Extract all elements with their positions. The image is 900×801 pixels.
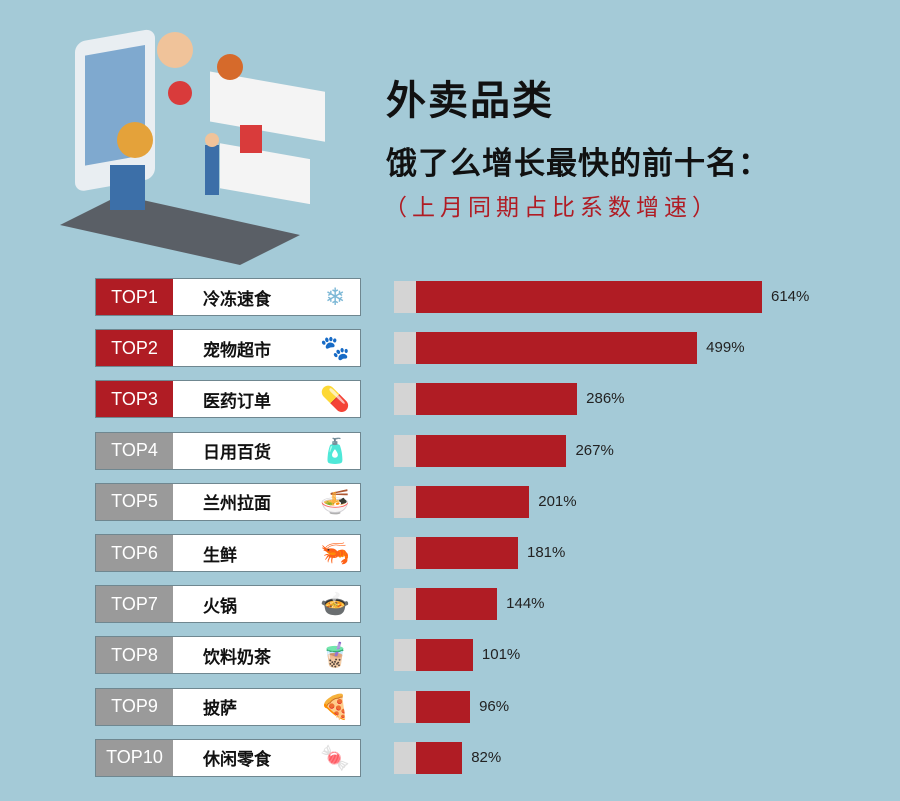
bar [416, 639, 473, 672]
value-label: 96% [479, 697, 510, 715]
shrimp-icon: 🦐 [320, 539, 350, 567]
rank-label: TOP8 [96, 637, 173, 674]
value-label: 286% [586, 390, 625, 408]
bar [416, 383, 578, 416]
snowflake-icon: ❄ [324, 283, 346, 311]
pizza-icon: 🍕 [320, 692, 350, 721]
rank-row: TOP1 冷冻速食 ❄ [95, 278, 361, 316]
bar-stub [394, 537, 416, 569]
value-label: 101% [481, 646, 521, 664]
rank-row: TOP7 火锅 🍲 [95, 585, 361, 624]
rank-label: TOP1 [96, 279, 173, 315]
bar [416, 434, 567, 467]
noodle-bowl-icon: 🍜 [320, 487, 350, 516]
value-label: 201% [538, 492, 577, 510]
rank-label: TOP3 [96, 381, 173, 418]
category-label: 医药订单 [203, 391, 271, 412]
category-label: 宠物超市 [203, 340, 271, 361]
rank-row: TOP3 医药订单 💊 [95, 380, 361, 419]
rank-row: TOP9 披萨 🍕 [95, 687, 361, 726]
category-label: 兰州拉面 [203, 494, 271, 515]
milk-tea-icon: 🧋 [320, 641, 350, 670]
bar [416, 690, 471, 723]
value-label: 267% [575, 441, 614, 459]
bar-stub [394, 383, 416, 416]
rank-label: TOP5 [96, 483, 173, 520]
pill-icon: 💊 [320, 385, 350, 414]
bar-stub [394, 434, 416, 467]
paw-icon: 🐾 [320, 334, 350, 363]
bar [416, 485, 530, 518]
bar [416, 281, 762, 313]
bar-stub [394, 281, 416, 313]
rank-label: TOP4 [96, 432, 173, 469]
toiletries-icon: 🧴 [320, 436, 350, 465]
bar-stub [394, 639, 416, 672]
category-label: 饮料奶茶 [203, 647, 271, 668]
bar-stub [394, 332, 416, 365]
bar [416, 588, 498, 621]
page-subtitle: 饿了么增长最快的前十名： [386, 146, 770, 182]
category-label: 日用百货 [203, 443, 271, 464]
rank-label: TOP7 [96, 586, 173, 623]
bar [416, 741, 463, 774]
rank-row: TOP2 宠物超市 🐾 [95, 329, 361, 368]
delivery-illustration [60, 29, 325, 265]
rank-label: TOP10 [96, 739, 173, 776]
category-label: 生鲜 [203, 545, 237, 566]
bar [416, 537, 518, 569]
category-label: 披萨 [203, 699, 237, 720]
value-label: 614% [770, 288, 810, 305]
category-label: 火锅 [203, 596, 237, 617]
bar-stub [394, 690, 416, 723]
value-label: 82% [471, 748, 502, 766]
bar-stub [394, 741, 416, 774]
page-title: 外卖品类 [386, 78, 554, 124]
bar [416, 332, 698, 365]
snacks-icon: 🍬 [320, 743, 350, 772]
rank-label: TOP9 [96, 688, 173, 725]
rank-label: TOP2 [96, 330, 173, 367]
bar-stub [394, 485, 416, 518]
page-note: （上月同期占比系数增速） [384, 195, 720, 221]
value-label: 144% [506, 595, 545, 613]
hotpot-icon: 🍲 [320, 590, 350, 619]
rank-row: TOP6 生鲜 🦐 [95, 534, 361, 572]
rank-row: TOP5 兰州拉面 🍜 [95, 482, 361, 521]
rank-row: TOP8 饮料奶茶 🧋 [95, 636, 361, 675]
value-label: 499% [706, 339, 745, 357]
rank-row: TOP10 休闲零食 🍬 [95, 738, 361, 777]
category-label: 冷冻速食 [203, 289, 271, 310]
value-label: 181% [526, 544, 566, 561]
category-label: 休闲零食 [203, 750, 271, 771]
bar-stub [394, 588, 416, 621]
rank-label: TOP6 [96, 535, 173, 571]
rank-row: TOP4 日用百货 🧴 [95, 431, 361, 470]
